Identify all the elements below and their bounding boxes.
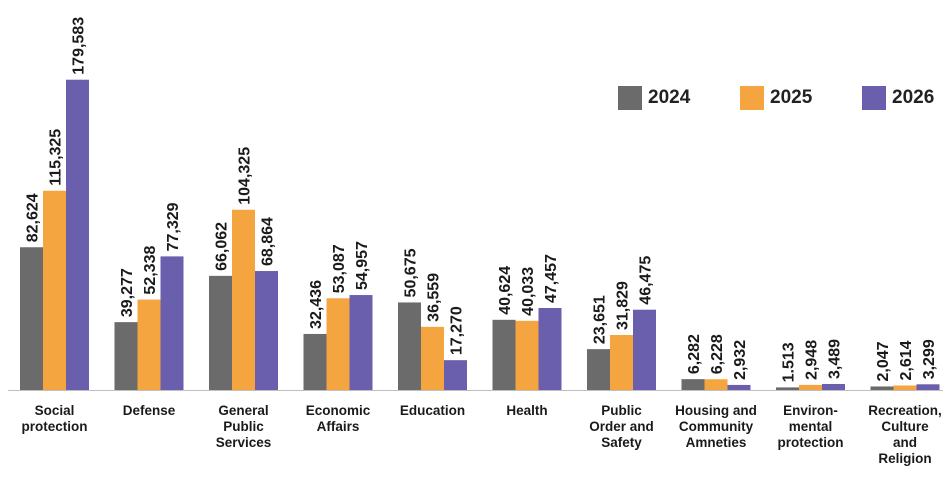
value-label-2026-9: 3,299 xyxy=(921,339,938,379)
value-label-2024-0: 82,624 xyxy=(25,193,42,242)
value-label-2025-3: 53,087 xyxy=(331,244,348,293)
value-label-2024-9: 2,047 xyxy=(875,341,892,381)
value-label-2024-8: 1.513 xyxy=(781,342,798,382)
value-label-2024-6: 23,651 xyxy=(592,295,609,344)
legend-item-2025: 2025 xyxy=(740,86,812,110)
legend-label-2024: 2024 xyxy=(648,87,691,108)
value-label-2024-4: 50,675 xyxy=(403,248,420,297)
value-label-2026-6: 46,475 xyxy=(638,256,655,305)
value-label-2026-2: 68,864 xyxy=(260,217,277,266)
bar-2024-8 xyxy=(776,387,799,390)
value-label-2024-1: 39,277 xyxy=(119,268,136,317)
bar-2024-7 xyxy=(681,379,705,390)
value-label-2025-7: 6,228 xyxy=(709,334,726,374)
legend-item-2024: 2024 xyxy=(618,86,690,110)
value-label-2025-1: 52,338 xyxy=(142,246,159,295)
bar-2025-9 xyxy=(893,385,917,390)
bar-2024-0 xyxy=(20,247,43,390)
bar-2026-0 xyxy=(66,79,89,390)
value-label-2024-7: 6,282 xyxy=(686,334,703,374)
value-label-2025-4: 36,559 xyxy=(426,273,443,322)
bar-2026-8 xyxy=(822,383,845,390)
category-label-0: Social protection xyxy=(22,403,88,434)
category-label-3: Economic Affairs xyxy=(306,403,371,434)
category-label-7: Housing and Community Amneties xyxy=(675,403,757,450)
legend-swatch-2026 xyxy=(862,86,886,110)
bar-2026-7 xyxy=(727,384,751,390)
value-label-2025-0: 115,325 xyxy=(48,129,65,186)
bar-2025-2 xyxy=(232,209,255,390)
value-label-2026-3: 54,957 xyxy=(354,241,371,290)
category-label-9: Recreation, Culture and Religion xyxy=(868,403,942,466)
value-label-2024-3: 32,436 xyxy=(308,280,325,329)
bar-2025-8 xyxy=(799,384,822,390)
value-label-2026-0: 179,583 xyxy=(71,17,88,75)
value-label-2026-4: 17,270 xyxy=(449,306,466,355)
bar-2025-1 xyxy=(137,299,161,390)
bar-2025-5 xyxy=(515,320,539,390)
category-label-6: Public Order and Safety xyxy=(589,403,654,450)
bar-2025-3 xyxy=(326,298,350,390)
value-label-2024-2: 66,062 xyxy=(214,222,231,271)
bar-2024-4 xyxy=(398,302,421,390)
bar-2025-7 xyxy=(704,379,728,390)
value-label-2025-2: 104,325 xyxy=(237,147,254,205)
value-label-2024-5: 40,624 xyxy=(497,266,514,315)
legend-swatch-2025 xyxy=(740,86,764,110)
bar-2025-6 xyxy=(610,335,633,390)
value-label-2025-9: 2,614 xyxy=(898,340,915,380)
value-label-2025-5: 40,033 xyxy=(520,267,537,316)
bar-2024-5 xyxy=(492,319,516,390)
bar-2025-0 xyxy=(43,190,66,390)
value-label-2026-8: 3,489 xyxy=(827,339,844,379)
bar-2026-6 xyxy=(633,309,656,390)
legend-swatch-2024 xyxy=(618,86,642,110)
legend-label-2025: 2025 xyxy=(770,87,813,108)
category-label-4: Education xyxy=(400,403,465,418)
bar-2024-2 xyxy=(209,275,232,390)
category-label-2: General Public Services xyxy=(216,403,272,450)
value-label-2025-8: 2,948 xyxy=(804,340,821,380)
legend-label-2026: 2026 xyxy=(892,87,935,108)
legend-item-2026: 2026 xyxy=(862,86,934,110)
bar-2026-4 xyxy=(444,360,467,390)
bar-2026-5 xyxy=(538,308,562,390)
category-label-5: Health xyxy=(506,403,547,418)
value-label-2025-6: 31,829 xyxy=(615,281,632,330)
bar-2026-2 xyxy=(255,271,278,390)
bar-2024-3 xyxy=(303,333,327,390)
bar-2024-1 xyxy=(114,322,138,390)
chart-legend: 2024 2025 2026 xyxy=(0,86,951,126)
bar-2024-6 xyxy=(587,349,610,390)
category-label-8: Environ-mental protection xyxy=(778,403,844,450)
bar-2026-9 xyxy=(916,384,940,390)
bar-2024-9 xyxy=(870,386,894,390)
value-label-2026-7: 2,932 xyxy=(732,340,749,380)
value-label-2026-5: 47,457 xyxy=(543,254,560,303)
bar-2026-3 xyxy=(349,295,373,390)
category-label-1: Defense xyxy=(123,403,176,418)
bar-2026-1 xyxy=(160,256,184,390)
bar-2025-4 xyxy=(421,326,444,390)
value-label-2026-1: 77,329 xyxy=(165,202,182,251)
